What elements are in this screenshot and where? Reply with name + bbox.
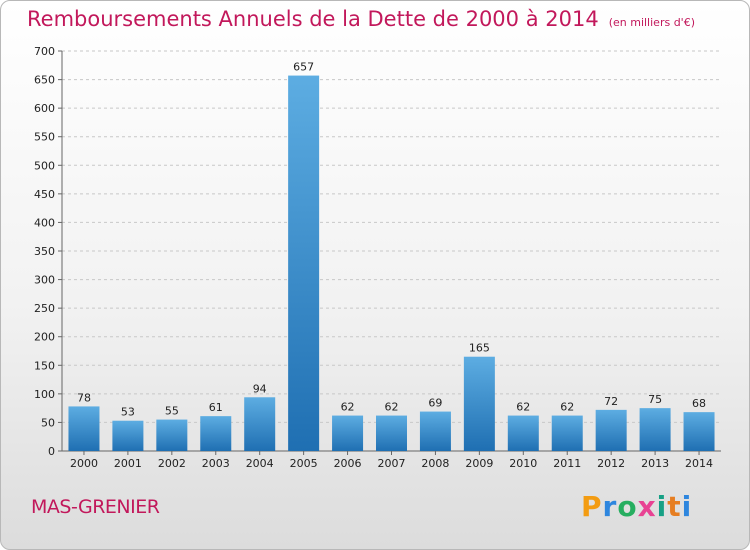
logo-letter: P (581, 490, 603, 523)
logo-letter: x (637, 490, 657, 523)
bar-2002 (156, 419, 188, 451)
value-label-2005: 657 (293, 61, 314, 74)
y-tick-label: 450 (34, 188, 55, 201)
bar-2010 (507, 415, 539, 451)
x-tick-label-2008: 2008 (421, 457, 449, 470)
value-label-2013: 75 (648, 393, 662, 406)
x-tick-label-2013: 2013 (641, 457, 669, 470)
value-label-2001: 53 (121, 406, 135, 419)
bar-2003 (200, 416, 232, 451)
logo-letter: i (656, 490, 668, 523)
bars (68, 75, 715, 452)
bar-2004 (244, 397, 276, 451)
y-tick-label: 250 (34, 302, 55, 315)
y-axis-ticks: 0 50 100 150 200 250 300 350 400 450 500 550 600 650 7… (34, 45, 55, 458)
y-tick-label: 200 (34, 331, 55, 344)
y-tick-label: 600 (34, 102, 55, 115)
x-tick-label-2012: 2012 (597, 457, 625, 470)
y-tick-label: 0 (48, 445, 55, 458)
x-axis-ticks: 2000 2001 2002 2003 2004 2005 2006 2007 2008 2009… (70, 451, 713, 470)
bar-2007 (376, 415, 407, 451)
x-tick-label-2014: 2014 (685, 457, 713, 470)
y-tick-label: 500 (34, 159, 55, 172)
value-label-2014: 68 (692, 397, 706, 410)
bar-2011 (551, 415, 583, 451)
value-labels: 78 53 55 61 94 657 62 62 69 165 62 62 72 75 68 (77, 61, 706, 419)
x-tick-label-2003: 2003 (202, 457, 230, 470)
value-label-2003: 61 (209, 401, 223, 414)
x-tick-label-2002: 2002 (158, 457, 186, 470)
x-tick-label-2009: 2009 (465, 457, 493, 470)
bar-2006 (332, 415, 364, 451)
y-tick-label: 300 (34, 274, 55, 287)
y-tick-label: 700 (34, 45, 55, 58)
logo-letter: o (617, 490, 638, 523)
x-tick-label-2000: 2000 (70, 457, 98, 470)
x-tick-label-2001: 2001 (114, 457, 142, 470)
bar-2001 (112, 420, 144, 451)
value-label-2012: 72 (604, 395, 618, 408)
bar-2014 (683, 412, 715, 451)
value-label-2010: 62 (516, 401, 530, 414)
bar-2000 (68, 406, 100, 451)
logo-letter: r (602, 490, 618, 523)
bar-2008 (419, 411, 451, 451)
x-tick-label-2007: 2007 (378, 457, 406, 470)
x-tick-label-2005: 2005 (290, 457, 318, 470)
value-label-2009: 165 (469, 342, 490, 355)
grid-lines (58, 50, 721, 452)
bar-chart: 0 50 100 150 200 250 300 350 400 450 500 550 600 650 7… (34, 45, 721, 470)
y-tick-label: 400 (34, 216, 55, 229)
value-label-2007: 62 (385, 401, 399, 414)
value-label-2000: 78 (77, 391, 91, 404)
value-label-2008: 69 (428, 397, 442, 410)
place-name: MAS-GRENIER (31, 496, 160, 518)
chart-title-main: Remboursements Annuels de la Dette de 20… (27, 7, 599, 31)
logo-letter: t (667, 490, 682, 523)
chart-unit-note: (en milliers d'€) (608, 16, 695, 29)
value-label-2011: 62 (560, 401, 574, 414)
x-tick-label-2010: 2010 (509, 457, 537, 470)
proxiti-logo: Proxiti (581, 490, 692, 523)
x-tick-label-2011: 2011 (553, 457, 581, 470)
bar-2013 (639, 408, 671, 451)
chart-title: Remboursements Annuels de la Dette de 20… (27, 7, 695, 31)
y-tick-label: 100 (34, 388, 55, 401)
value-label-2002: 55 (165, 405, 179, 418)
bar-2005 (288, 75, 320, 452)
x-tick-label-2004: 2004 (246, 457, 274, 470)
bar-2012 (595, 409, 627, 451)
y-tick-label: 650 (34, 74, 55, 87)
value-label-2006: 62 (341, 401, 355, 414)
logo-letter: i (681, 490, 693, 523)
y-tick-label: 150 (34, 359, 55, 372)
x-tick-label-2006: 2006 (334, 457, 362, 470)
y-tick-label: 550 (34, 131, 55, 144)
y-tick-label: 50 (41, 416, 55, 429)
y-tick-label: 350 (34, 245, 55, 258)
value-label-2004: 94 (253, 382, 267, 395)
bar-2009 (463, 356, 495, 451)
